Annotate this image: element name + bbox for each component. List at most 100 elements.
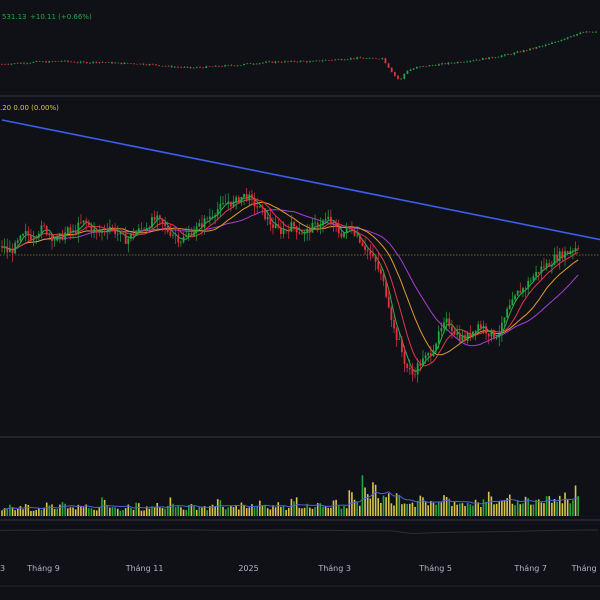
volume-bar [390, 503, 393, 516]
price-candle [98, 231, 101, 233]
volume-bar [316, 503, 319, 516]
index-candle [271, 61, 274, 63]
index-candle [478, 59, 481, 61]
price-candle [379, 269, 382, 274]
price-candle [11, 249, 14, 254]
index-candle [349, 58, 352, 60]
time-axis-tick-label: Tháng 11 [125, 564, 164, 573]
volume-bar [443, 495, 445, 516]
volume-bar [290, 498, 293, 516]
price-candle [140, 228, 143, 230]
price-candle [272, 224, 274, 228]
index-candle [419, 66, 421, 68]
index-candle [425, 66, 428, 67]
index-candle [422, 66, 425, 67]
volume-bar [232, 507, 235, 516]
volume-bar [293, 501, 295, 516]
index-candle [472, 60, 475, 62]
volume-bar [453, 501, 456, 516]
price-candle [266, 217, 269, 220]
index-candle [10, 63, 13, 65]
volume-bar [195, 509, 198, 516]
index-candle [513, 52, 516, 55]
price-candle [358, 234, 361, 243]
price-candle [195, 226, 198, 233]
index-candle [365, 58, 368, 60]
price-candle [572, 250, 574, 252]
price-candle [537, 272, 540, 274]
price-candle [258, 206, 261, 208]
volume-bar [127, 504, 130, 516]
price-candle [345, 227, 348, 233]
index-candle [173, 66, 176, 68]
price-candle [164, 223, 167, 227]
index-candle [463, 61, 465, 63]
volume-bar [172, 503, 174, 516]
price-candle [445, 318, 448, 323]
price-candle [198, 223, 201, 227]
volume-bar [282, 506, 285, 516]
volume-bar [161, 508, 164, 516]
volume-bar [380, 502, 382, 516]
volume-bar [74, 509, 77, 516]
index-candle [516, 51, 519, 53]
index-candle [456, 61, 459, 63]
volume-bar [69, 507, 72, 516]
overview-pane[interactable] [0, 529, 599, 535]
price-candle [219, 203, 222, 210]
price-candle [285, 229, 288, 230]
index-candle [293, 60, 296, 62]
volume-bar [61, 502, 64, 516]
index-candle [274, 61, 277, 63]
index-candle [111, 62, 113, 64]
time-axis[interactable]: 3 Tháng 9 Tháng 11 2025 Tháng 3 Tháng 5 Tháng … [0, 564, 597, 573]
price-candle [214, 215, 217, 217]
volume-bar [482, 499, 485, 516]
price-candle [329, 216, 332, 224]
index-candle [431, 65, 434, 66]
price-candle [24, 230, 27, 235]
index-candle [73, 61, 76, 63]
index-candle [579, 32, 582, 35]
index-candle [208, 66, 211, 67]
price-candle [474, 330, 477, 332]
volume-bar [561, 503, 564, 516]
index-candle [126, 62, 129, 64]
price-candle [243, 193, 245, 197]
index-candle [569, 36, 572, 38]
index-pane[interactable] [1, 30, 597, 80]
volume-bar [140, 510, 143, 516]
price-candle [369, 250, 372, 255]
index-candle [519, 51, 522, 53]
price-candle [145, 228, 148, 231]
price-candle [35, 236, 38, 239]
index-candle [302, 60, 305, 62]
price-candle [245, 193, 248, 201]
index-candle [334, 59, 337, 61]
volume-bar [256, 505, 259, 516]
volume-bar [524, 496, 527, 516]
price-candle [61, 233, 64, 240]
index-candle [167, 65, 170, 67]
index-candle [327, 59, 330, 61]
price-candle [429, 353, 432, 356]
price-candle [103, 230, 106, 232]
index-candle [177, 66, 179, 68]
volume-bar [9, 504, 11, 516]
index-candle [393, 72, 396, 76]
price-pane[interactable] [0, 119, 600, 383]
price-candle [535, 272, 537, 277]
volume-bar [27, 504, 30, 516]
index-candle [16, 63, 19, 64]
volume-pane[interactable] [1, 475, 579, 516]
volume-bar [159, 507, 161, 516]
index-candle [400, 78, 403, 80]
price-candle [301, 233, 303, 235]
price-candle [540, 266, 543, 274]
time-axis-tick-label: Tháng 3 [317, 564, 351, 573]
volume-bar [259, 500, 261, 516]
price-candle [3, 246, 6, 248]
price-candle [351, 228, 353, 232]
index-candle [296, 61, 299, 63]
